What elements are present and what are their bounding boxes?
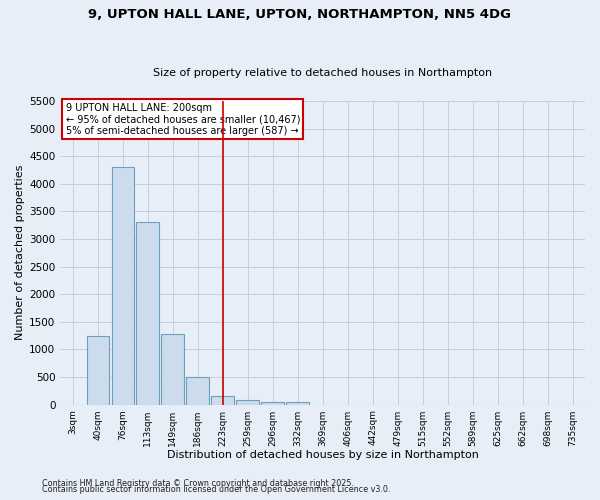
Bar (136, 222, 159, 404)
Text: 9 UPTON HALL LANE: 200sqm
← 95% of detached houses are smaller (10,467)
5% of se: 9 UPTON HALL LANE: 200sqm ← 95% of detac… (65, 102, 300, 136)
Bar (286, 402, 309, 404)
Y-axis label: Number of detached properties: Number of detached properties (15, 165, 25, 340)
Bar (86, 336, 109, 404)
Bar (262, 402, 284, 404)
Bar (112, 167, 134, 404)
Title: Size of property relative to detached houses in Northampton: Size of property relative to detached ho… (153, 68, 492, 78)
Bar (211, 396, 234, 404)
Bar (161, 334, 184, 404)
X-axis label: Distribution of detached houses by size in Northampton: Distribution of detached houses by size … (167, 450, 479, 460)
Bar (187, 377, 209, 404)
Bar (236, 400, 259, 404)
Text: 9, UPTON HALL LANE, UPTON, NORTHAMPTON, NN5 4DG: 9, UPTON HALL LANE, UPTON, NORTHAMPTON, … (89, 8, 511, 20)
Text: Contains public sector information licensed under the Open Government Licence v3: Contains public sector information licen… (42, 485, 391, 494)
Text: Contains HM Land Registry data © Crown copyright and database right 2025.: Contains HM Land Registry data © Crown c… (42, 478, 354, 488)
